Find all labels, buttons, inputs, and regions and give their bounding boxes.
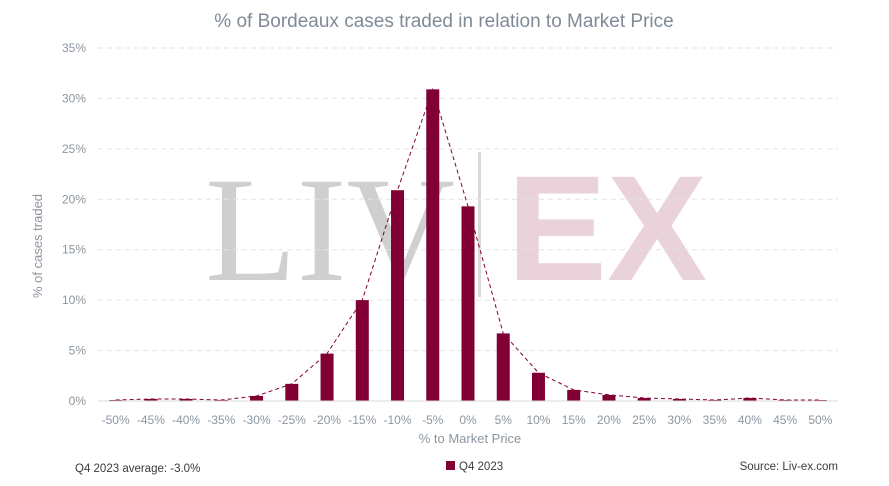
x-tick-label: -20%: [313, 413, 341, 427]
y-tick-label: 25%: [62, 142, 86, 156]
x-tick-label: -45%: [137, 413, 165, 427]
x-axis-ticks: -50% -45% -40% -35% -30% -25% -20% -15% -10% -5% 0…: [102, 413, 833, 427]
y-tick-label: 5%: [69, 344, 87, 358]
bar: [602, 394, 616, 401]
y-axis-label: % of cases traded: [30, 194, 45, 298]
x-tick-label: -25%: [278, 413, 306, 427]
trend-line: [115, 87, 821, 401]
x-tick-label: -15%: [348, 413, 376, 427]
legend-label: Q4 2023: [459, 461, 503, 473]
x-tick-label: 10%: [526, 413, 550, 427]
bar: [708, 399, 722, 401]
bar: [531, 372, 545, 401]
x-tick-label: 25%: [632, 413, 656, 427]
bar: [672, 398, 686, 401]
x-tick-label: -5%: [422, 413, 444, 427]
bar: [567, 389, 581, 401]
x-tick-label: 35%: [703, 413, 727, 427]
x-tick-label: -40%: [172, 413, 200, 427]
x-tick-label: 45%: [773, 413, 797, 427]
x-tick-label: -30%: [243, 413, 271, 427]
y-tick-label: 35%: [62, 41, 86, 55]
x-tick-label: 15%: [562, 413, 586, 427]
bar: [743, 397, 757, 401]
bar: [461, 206, 475, 401]
bar: [496, 333, 510, 401]
bar: [250, 395, 264, 401]
x-tick-label: 40%: [738, 413, 762, 427]
x-tick-label: 5%: [495, 413, 513, 427]
legend: Q4 2023: [446, 461, 503, 473]
watermark-liv: LIV: [205, 147, 455, 313]
x-tick-label: 30%: [667, 413, 691, 427]
y-axis-ticks: 0% 5% 10% 15% 20% 25% 30% 35%: [62, 41, 86, 408]
x-axis-label: % to Market Price: [419, 431, 522, 446]
bar: [285, 383, 299, 401]
legend-swatch: [446, 461, 455, 470]
x-tick-label: 20%: [597, 413, 621, 427]
x-tick-label: -35%: [207, 413, 235, 427]
bar: [391, 190, 405, 401]
bar: [778, 399, 792, 401]
source-annotation: Source: Liv-ex.com: [740, 461, 838, 473]
x-tick-label: 50%: [808, 413, 832, 427]
watermark-ex: EX: [507, 144, 707, 312]
bar: [144, 398, 158, 401]
y-tick-label: 15%: [62, 243, 86, 257]
bar: [426, 89, 440, 401]
bar: [179, 398, 193, 401]
liv-ex-watermark: LIV EX: [205, 144, 707, 313]
y-tick-label: 20%: [62, 192, 86, 206]
x-tick-label: -10%: [384, 413, 412, 427]
bar: [813, 399, 827, 401]
y-tick-label: 30%: [62, 91, 86, 105]
bar: [355, 300, 369, 401]
y-tick-label: 0%: [69, 394, 87, 408]
bars: [109, 89, 827, 401]
bar: [320, 353, 334, 401]
watermark-divider: [478, 152, 481, 297]
average-annotation: Q4 2023 average: -3.0%: [75, 463, 200, 475]
x-tick-label: -50%: [102, 413, 130, 427]
x-tick-label: 0%: [459, 413, 477, 427]
bar: [637, 397, 651, 401]
chart-title: % of Bordeaux cases traded in relation t…: [214, 11, 673, 32]
y-tick-label: 10%: [62, 293, 86, 307]
